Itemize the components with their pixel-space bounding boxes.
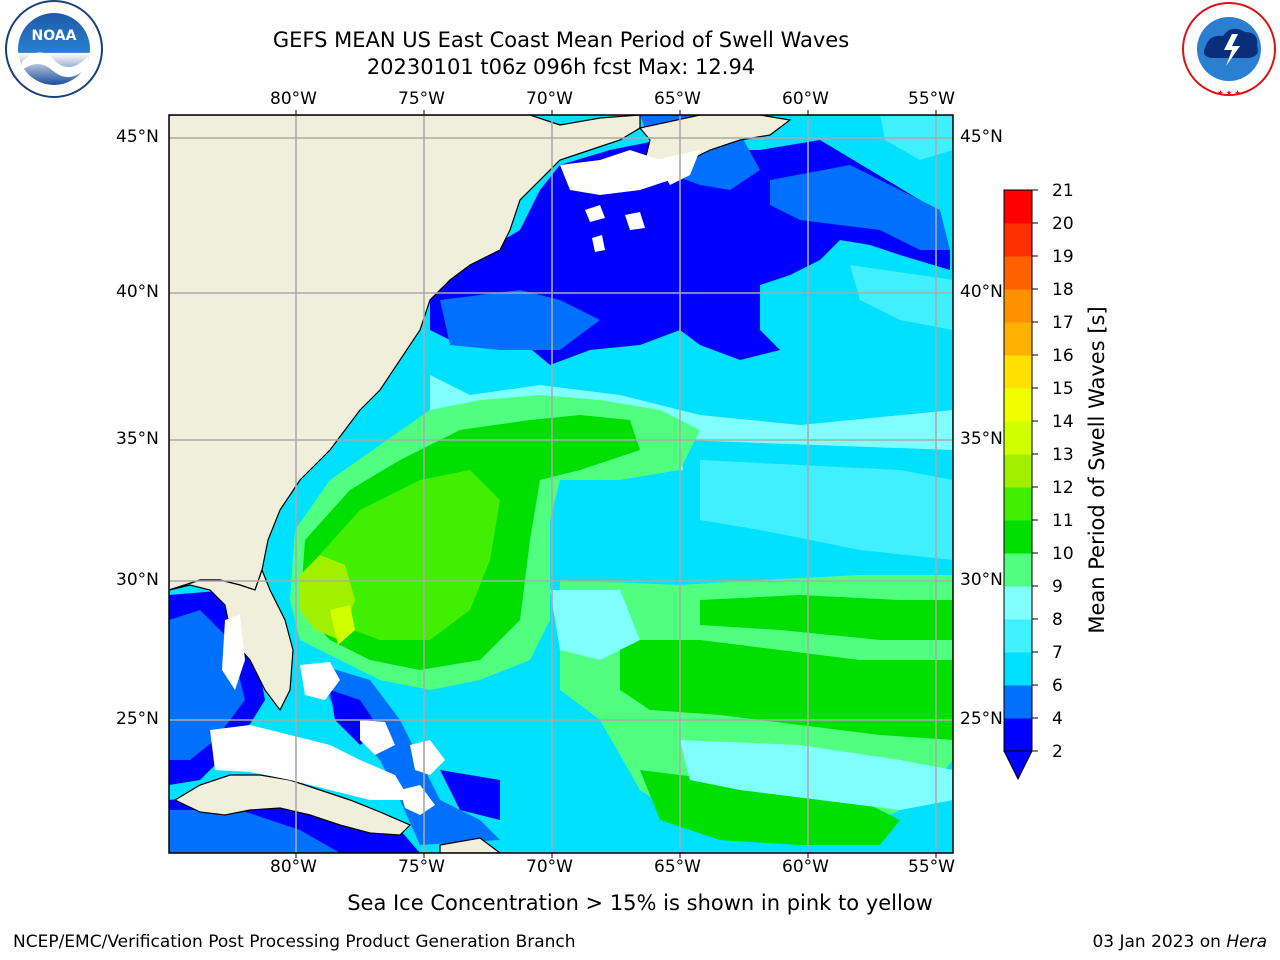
- colorbar-segment: [1004, 355, 1032, 389]
- footer-left: NCEP/EMC/Verification Post Processing Pr…: [13, 932, 576, 952]
- lon-tick-bottom-60w: 60°W: [782, 857, 829, 877]
- colorbar-tick-label: 10: [1052, 544, 1074, 564]
- colorbar-segment: [1004, 718, 1032, 752]
- colorbar-tick-label: 16: [1052, 346, 1074, 366]
- colorbar-segment: [1004, 256, 1032, 290]
- footer-right: 03 Jan 2023 on Hera: [1092, 932, 1267, 952]
- colorbar-segment: [1004, 652, 1032, 686]
- lat-tick-right-35n: 35°N: [960, 429, 1003, 449]
- lon-tick-bottom-70w: 70°W: [526, 857, 573, 877]
- colorbar-tick-label: 15: [1052, 379, 1074, 399]
- colorbar-segment: [1004, 223, 1032, 257]
- colorbar-tick-label: 4: [1052, 709, 1063, 729]
- colorbar-segment: [1004, 421, 1032, 455]
- colorbar-segment: [1004, 586, 1032, 620]
- colorbar-tick-label: 21: [1052, 181, 1074, 201]
- nws-logo-icon: ★ ★ ★: [1182, 2, 1276, 97]
- colorbar-segment: [1004, 454, 1032, 488]
- colorbar-segment: [1004, 553, 1032, 587]
- colorbar-tick-label: 18: [1052, 280, 1074, 300]
- chart-subtitle: 20230101 t06z 096h fcst Max: 12.94: [366, 55, 756, 79]
- colorbar: 2 4 6 7 8 9 10 11 12 13 14 15 16 17 18 19 20 21: [1003, 181, 1074, 781]
- lon-tick-top-55w: 55°W: [908, 89, 955, 109]
- swell-region-11s: [315, 470, 500, 640]
- land-cuba: [173, 774, 412, 836]
- lon-tick-bottom-65w: 65°W: [654, 857, 701, 877]
- colorbar-tick-label: 13: [1052, 445, 1074, 465]
- lon-tick-bottom-75w: 75°W: [398, 857, 445, 877]
- lon-tick-top-75w: 75°W: [398, 89, 445, 109]
- lat-tick-left-40n: 40°N: [116, 282, 159, 302]
- footer-date: 03 Jan 2023 on: [1092, 932, 1227, 952]
- land-florida: [169, 568, 294, 712]
- noaa-logo-icon: NOAA: [5, 0, 103, 98]
- lat-tick-right-45n: 45°N: [960, 127, 1003, 147]
- lon-tick-top-70w: 70°W: [526, 89, 573, 109]
- lat-tick-left-35n: 35°N: [116, 429, 159, 449]
- lat-tick-right-40n: 40°N: [960, 282, 1003, 302]
- colorbar-tick-label: 20: [1052, 214, 1074, 234]
- colorbar-tick-label: 8: [1052, 610, 1063, 630]
- colorbar-segment: [1004, 487, 1032, 521]
- map-gridlines: [169, 115, 953, 853]
- colorbar-tick-label: 2: [1052, 742, 1063, 762]
- svg-text:★ ★ ★: ★ ★ ★: [1217, 89, 1240, 97]
- sea-ice-note: Sea Ice Concentration > 15% is shown in …: [347, 891, 933, 915]
- lat-tick-left-45n: 45°N: [116, 127, 159, 147]
- swell-region-13s: [330, 605, 355, 645]
- colorbar-segment: [1004, 322, 1032, 356]
- lon-tick-top-60w: 60°W: [782, 89, 829, 109]
- colorbar-tick-label: 12: [1052, 478, 1074, 498]
- lat-tick-right-30n: 30°N: [960, 570, 1003, 590]
- colorbar-segment: [1004, 289, 1032, 323]
- colorbar-tick-label: 14: [1052, 412, 1074, 432]
- chart-title: GEFS MEAN US East Coast Mean Period of S…: [272, 28, 850, 52]
- colorbar-segment: [1004, 520, 1032, 554]
- colorbar-tick-label: 11: [1052, 511, 1074, 531]
- colorbar-tick-label: 9: [1052, 577, 1063, 597]
- lon-tick-bottom-55w: 55°W: [908, 857, 955, 877]
- lat-tick-left-25n: 25°N: [116, 709, 159, 729]
- lat-tick-right-25n: 25°N: [960, 709, 1003, 729]
- map-plot-area: [169, 115, 953, 853]
- colorbar-segment: [1004, 685, 1032, 719]
- map-frame: [168, 114, 954, 854]
- colorbar-segment: [1004, 388, 1032, 422]
- colorbar-tick-label: 6: [1052, 676, 1063, 696]
- lon-tick-top-65w: 65°W: [654, 89, 701, 109]
- colorbar-extend-arrow: [1003, 750, 1033, 781]
- lon-tick-bottom-80w: 80°W: [270, 857, 317, 877]
- colorbar-segment: [1004, 619, 1032, 653]
- lon-tick-top-80w: 80°W: [270, 89, 317, 109]
- lat-tick-left-30n: 30°N: [116, 570, 159, 590]
- colorbar-segment: [1004, 190, 1032, 224]
- footer-host: Hera: [1226, 932, 1267, 952]
- colorbar-frame: [1003, 189, 1033, 752]
- colorbar-label: Mean Period of Swell Waves [s]: [1085, 306, 1109, 634]
- colorbar-tick-label: 7: [1052, 643, 1063, 663]
- colorbar-tick-label: 17: [1052, 313, 1074, 333]
- colorbar-tick-label: 19: [1052, 247, 1074, 267]
- noaa-logo-text: NOAA: [32, 28, 77, 44]
- nodata-bahamas-bank: [210, 725, 410, 800]
